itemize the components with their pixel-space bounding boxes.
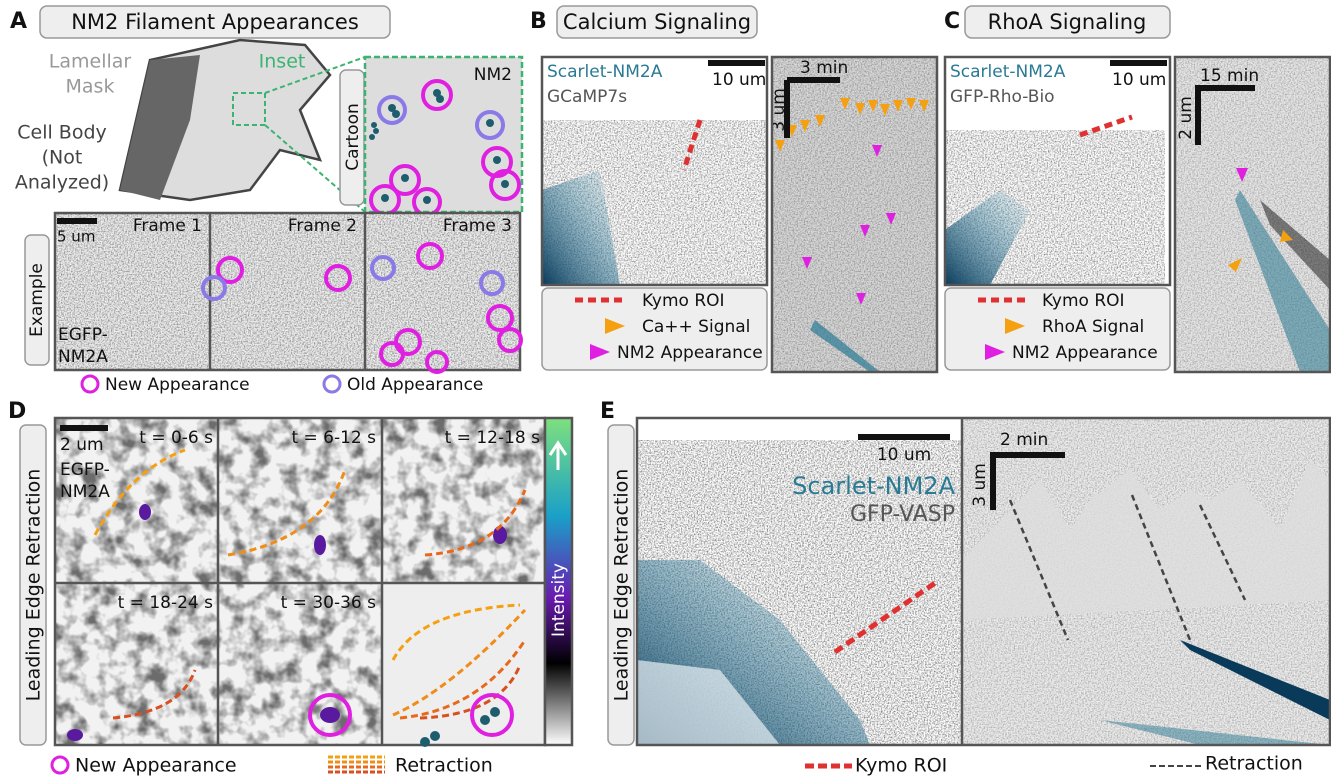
panel-d-text: NM2A [60,482,110,502]
panel-a-text: NM2A [58,347,108,367]
panel-a-text: Cell Body [17,122,107,144]
panel-d-text: t = 6-12 s [291,428,376,448]
panel-d-shape-shape [430,731,440,741]
panel-a-shape-shape [369,134,375,140]
panel-a-text: NM2 [474,65,512,85]
panel-e-text: 10 um [877,445,931,465]
panel-d-shape-shape [490,707,500,717]
panel-e-text: Scarlet-NM2A [792,472,955,500]
panel-d-shape-shape [493,526,507,544]
panel-e-text: E [600,399,615,424]
panel-d-shape-shape [67,729,83,741]
panel-a-text: Frame 1 [133,216,202,236]
panel-a: A NM2 Filament Appearances Lamellar Mask… [10,6,522,395]
panel-d-text: D [8,399,26,424]
panel-a-shape-shape [392,110,400,118]
panel-a-shape-shape [436,95,444,103]
panel-a-text: Cartoon [343,103,363,171]
panel-d-text: 2 um [60,435,104,455]
panel-d-text: t = 0-6 s [139,428,213,448]
panel-a-text: Lamellar [49,51,132,73]
panel-c-text: NM2 Appearance [1012,343,1158,363]
panel-e-text: 3 um [970,463,990,507]
panel-d-text: t = 18-24 s [118,593,214,613]
panel-d-text: t = 30-36 s [281,593,377,613]
panel-e: E Leading Edge Retraction 10 um Scarlet-… [600,399,1330,777]
panel-e-text: Leading Edge Retraction [611,469,633,702]
panel-e-text: Kymo ROI [855,755,947,777]
panel-d-shape-shape [139,504,151,520]
panel-b-text: Ca++ Signal [642,317,750,337]
panel-b-text: Scarlet-NM2A [547,62,663,82]
panel-d-text: t = 12-18 s [445,428,541,448]
panel-a-shape-shape [423,196,431,204]
panel-d-shape [382,583,545,745]
panel-d-text: Intensity [549,563,569,637]
panel-d-text: Retraction [395,755,493,777]
panel-d: D Leading Edge Retraction Intensity 2 um… [8,399,572,777]
panel-d-shape [328,757,385,772]
panel-a-shape-shape [371,122,377,128]
panel-d-shape-shape [314,535,326,555]
panel-a-shape-shape [493,156,501,164]
panel-b-text: 3 min [800,58,848,78]
panel-a-text: NM2 Filament Appearances [71,10,359,34]
panel-d-text: Leading Edge Retraction [23,469,45,702]
figure: A NM2 Filament Appearances Lamellar Mask… [0,0,1331,779]
panel-a-shape [324,376,340,392]
panel-a-shape [82,376,98,392]
panel-c-text: GFP-Rho-Bio [950,87,1055,107]
panel-b-text: B [530,9,547,34]
panel-d-text: New Appearance [75,755,237,777]
panel-b-text: 10 um [712,70,766,90]
panel-a-text: EGFP- [58,325,108,345]
panel-a-text: Analyzed) [15,172,109,194]
panel-a-shape [55,213,520,370]
panel-a-shape-shape [486,119,494,127]
panel-c-text: 10 um [1112,70,1166,90]
panel-d-shape-shape [480,715,490,725]
panel-d-shape-shape [420,737,430,747]
panel-d-text: EGFP- [60,460,110,480]
panel-a-shape-shape [501,180,509,188]
panel-c-text: RhoA Signal [1042,317,1144,337]
panel-e-text: GFP-VASP [850,502,955,527]
panel-a-text: A [10,9,27,34]
panel-b-text: Kymo ROI [642,291,725,311]
panel-c-text: Scarlet-NM2A [950,62,1066,82]
panel-a-shape-shape [381,194,389,202]
panel-d-shape [52,757,68,773]
panel-d-shape-shape [320,707,340,723]
panel-a-text: New Appearance [105,375,250,395]
panel-a-text: Frame 2 [288,216,357,236]
panel-a-shape-shape [373,128,379,134]
panel-c-text: 2 um [1176,96,1196,140]
panel-e-text: 2 min [1000,430,1048,450]
panel-c-text: RhoA Signaling [988,10,1147,34]
panel-a-text: Mask [66,76,115,98]
panel-a-text: Inset [259,51,306,73]
panel-a-shape-shape [401,174,409,182]
panel-a-text: Example [27,263,47,337]
panel-e-text: Retraction [1205,753,1303,775]
panel-a-text: Frame 3 [443,216,512,236]
panel-c-text: 15 min [1200,66,1259,86]
panel-a-text: Old Appearance [347,375,483,395]
panel-b-text: NM2 Appearance [617,343,763,363]
panel-c-text: C [944,9,960,34]
panel-a-text: 5 um [57,228,95,246]
panel-c-text: Kymo ROI [1042,291,1125,311]
panel-b-text: Calcium Signaling [563,10,751,34]
panel-b: B Calcium Signaling Scarlet-NM2A GCaMP7s… [530,6,937,372]
panel-a-text: (Not [42,147,83,169]
panel-b-text: GCaMP7s [547,87,627,107]
panel-c: C RhoA Signaling Scarlet-NM2A GFP-Rho-Bi… [944,6,1330,372]
